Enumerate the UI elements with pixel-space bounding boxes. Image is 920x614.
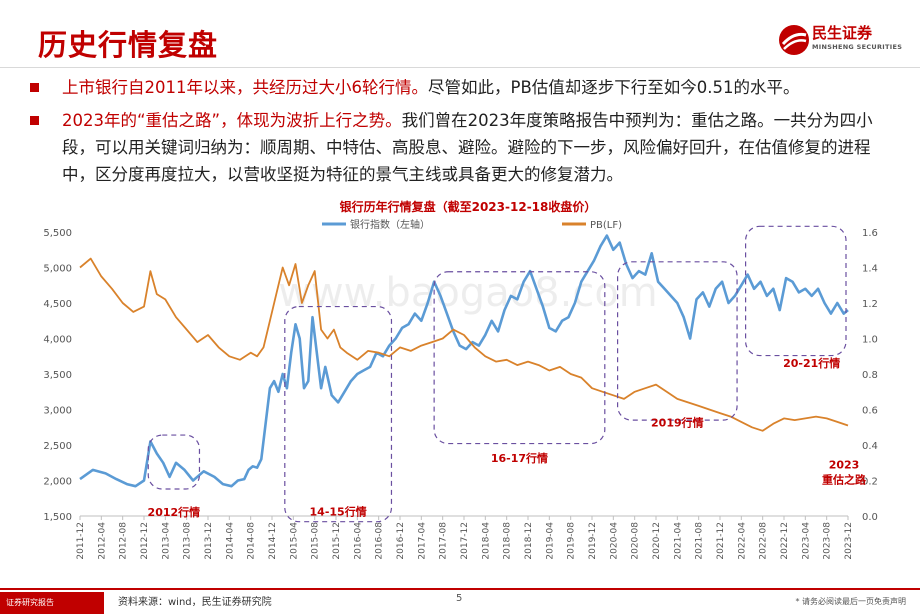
- x-tick-label: 2018-12: [524, 522, 534, 560]
- bullet-highlight: 2023年的“重估之路”，体现为波折上行之势。: [62, 111, 402, 130]
- footer-report-tag: 证券研究报告: [0, 592, 104, 614]
- x-tick-label: 2021-04: [673, 522, 683, 560]
- x-tick-label: 2012-04: [97, 522, 107, 560]
- series-line-pb: [79, 257, 849, 432]
- rally-period-box: [433, 271, 606, 445]
- y-left-tick-label: 4,000: [43, 335, 72, 346]
- y-left-tick-label: 2,000: [43, 477, 72, 488]
- bullet-item: 上市银行自2011年以来，共经历过大小6轮行情。尽管如此，PB估值却逐步下行至如…: [22, 74, 902, 101]
- x-tick-label: 2019-04: [545, 522, 555, 560]
- y-left-tick-label: 3,500: [43, 370, 72, 381]
- bullet-item: 2023年的“重估之路”，体现为波折上行之势。我们曾在2023年度策略报告中预判…: [22, 107, 902, 188]
- rally-annotation-label: 2019行情: [651, 416, 704, 430]
- company-logo: 民生证券 MINSHENG SECURITIES: [778, 18, 902, 62]
- minsheng-logo-icon: [779, 25, 809, 55]
- x-tick-label: 2014-08: [247, 522, 257, 560]
- bullet-highlight: 上市银行自2011年以来，共经历过大小6轮行情。: [62, 78, 428, 97]
- x-tick-label: 2020-12: [652, 522, 662, 560]
- x-tick-label: 2018-08: [503, 522, 513, 560]
- x-tick-label: 2016-12: [396, 522, 406, 560]
- x-tick-label: 2022-12: [780, 522, 790, 560]
- rally-annotation-label: 16-17行情: [491, 451, 548, 465]
- y-left-tick-label: 2,500: [43, 441, 72, 452]
- x-tick-label: 2015-04: [289, 522, 299, 560]
- bullet-square-icon: [30, 83, 39, 92]
- y-right-tick-label: 0.8: [862, 370, 878, 381]
- watermark-text: www.baogao8.com: [278, 270, 658, 316]
- y-right-tick-label: 1.0: [862, 335, 878, 346]
- rally-annotation-label: 14-15行情: [310, 504, 367, 518]
- y-left-tick-label: 4,500: [43, 299, 72, 310]
- x-tick-label: 2021-08: [695, 522, 705, 560]
- y-right-tick-label: 0.4: [862, 441, 878, 452]
- legend-label-pb: PB(LF): [590, 220, 622, 231]
- rally-annotation-label: 2012行情: [148, 505, 201, 519]
- y-right-tick-label: 0.6: [862, 406, 878, 417]
- x-tick-label: 2023-12: [844, 522, 854, 560]
- y-right-tick-label: 1.2: [862, 299, 878, 310]
- x-tick-label: 2022-08: [759, 522, 769, 560]
- header-divider: [0, 67, 920, 68]
- x-tick-label: 2020-04: [609, 522, 619, 560]
- y-right-tick-label: 1.4: [862, 264, 878, 275]
- x-tick-label: 2017-04: [417, 522, 427, 560]
- x-tick-label: 2013-04: [161, 522, 171, 560]
- x-tick-label: 2016-08: [375, 522, 385, 560]
- y-right-tick-label: 0.0: [862, 512, 878, 523]
- page-number: 5: [456, 593, 463, 604]
- footer-bar: [0, 588, 920, 590]
- y-left-tick-label: 5,000: [43, 264, 72, 275]
- footer-source: 资料来源：wind，民生证券研究院: [118, 597, 272, 608]
- x-tick-label: 2017-08: [439, 522, 449, 560]
- x-tick-label: 2019-12: [588, 522, 598, 560]
- x-tick-label: 2013-08: [183, 522, 193, 560]
- rally-annotation-label: 重估之路: [822, 472, 867, 486]
- legend-label-index: 银行指数（左轴）: [350, 218, 430, 231]
- series-line-bank-index: [79, 234, 849, 488]
- x-tick-label: 2015-08: [311, 522, 321, 560]
- footer-disclaimer: * 请务必阅读最后一页免责声明: [795, 597, 906, 606]
- x-tick-label: 2019-08: [567, 522, 577, 560]
- rally-annotation-label: 2023: [829, 458, 860, 471]
- x-tick-label: 2012-12: [140, 522, 150, 560]
- x-tick-label: 2012-08: [119, 522, 129, 560]
- y-left-tick-label: 5,500: [43, 228, 72, 239]
- x-tick-label: 2011-12: [76, 522, 86, 560]
- x-tick-label: 2023-08: [823, 522, 833, 560]
- x-tick-label: 2015-12: [332, 522, 342, 560]
- chart-title: 银行历年行情复盘（截至2023-12-18收盘价）: [340, 199, 597, 214]
- bullet-square-icon: [30, 116, 39, 125]
- logo-text-cn: 民生证券: [812, 24, 873, 42]
- x-tick-label: 2016-04: [353, 522, 363, 560]
- x-tick-label: 2022-04: [737, 522, 747, 560]
- x-tick-label: 2021-12: [716, 522, 726, 560]
- rally-annotation-label: 20-21行情: [783, 356, 840, 370]
- y-right-tick-label: 1.6: [862, 228, 878, 239]
- logo-text-en: MINSHENG SECURITIES: [812, 43, 903, 51]
- rally-period-box: [147, 434, 201, 490]
- x-tick-label: 2018-04: [481, 522, 491, 560]
- y-right-tick-label: 0.2: [862, 477, 878, 488]
- bank-index-chart: www.baogao8.com 银行历年行情复盘（截至2023-12-18收盘价）…: [43, 199, 878, 560]
- x-tick-label: 2017-12: [460, 522, 470, 560]
- rally-period-box: [744, 225, 847, 357]
- bullet-text: 尽管如此，PB估值却逐步下行至如今0.51的水平。: [428, 78, 800, 97]
- rally-period-box: [284, 305, 393, 523]
- y-left-tick-label: 3,000: [43, 406, 72, 417]
- footer: 证券研究报告 资料来源：wind，民生证券研究院 5 * 请务必阅读最后一页免责…: [0, 588, 920, 614]
- x-tick-label: 2020-08: [631, 522, 641, 560]
- y-left-tick-label: 1,500: [43, 512, 72, 523]
- page-title: 历史行情复盘: [38, 28, 219, 62]
- x-tick-label: 2014-04: [225, 522, 235, 560]
- x-tick-label: 2014-12: [268, 522, 278, 560]
- bullet-list: 上市银行自2011年以来，共经历过大小6轮行情。尽管如此，PB估值却逐步下行至如…: [22, 74, 902, 188]
- x-tick-label: 2013-12: [204, 522, 214, 560]
- rally-period-box: [616, 261, 738, 421]
- x-tick-label: 2023-04: [801, 522, 811, 560]
- bullet-text: 我们曾在2023年度策略报告中预判为：重估之路。一共分为四小段，可以用关键词归纳…: [62, 111, 873, 184]
